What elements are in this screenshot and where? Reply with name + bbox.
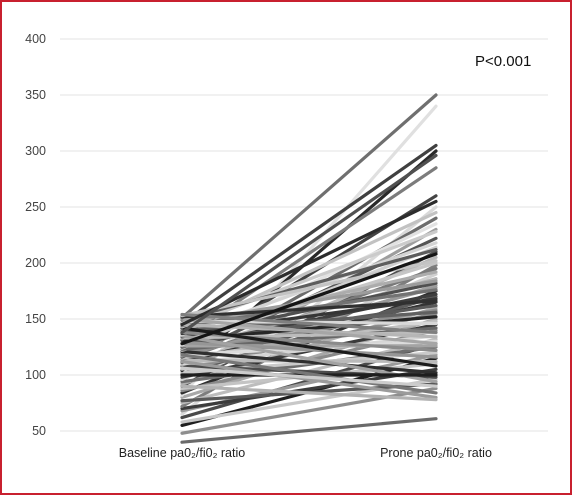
series-line-63 [180, 230, 438, 329]
y-axis-ticks: 50 100 150 200 250 300 350 400 [25, 32, 46, 438]
series-line-80 [180, 384, 438, 402]
series-line-62 [180, 326, 438, 368]
y-tick-label: 50 [32, 424, 46, 438]
series-line-2 [180, 386, 438, 435]
series-line-1 [180, 417, 438, 444]
y-tick-label: 400 [25, 32, 46, 46]
y-tick-label: 200 [25, 256, 46, 270]
series-line-74 [180, 312, 438, 335]
series-line-41 [180, 349, 438, 375]
grid-lines [60, 38, 548, 432]
series-line-82 [180, 366, 438, 388]
y-tick-label: 150 [25, 312, 46, 326]
x-axis-categories: Baseline pa0₂/fi0₂ ratio Prone pa0₂/fi0₂ … [119, 446, 492, 460]
series-line-69 [180, 247, 438, 322]
y-tick-label: 300 [25, 144, 46, 158]
series-line-66 [180, 143, 438, 326]
series-line-72 [180, 299, 438, 319]
y-tick-label: 350 [25, 88, 46, 102]
y-tick-label: 100 [25, 368, 46, 382]
x-category-prone: Prone pa0₂/fi0₂ ratio [380, 446, 492, 460]
series-lines [180, 93, 438, 444]
x-category-baseline: Baseline pa0₂/fi0₂ ratio [119, 446, 245, 460]
series-line-78 [180, 359, 438, 399]
series-line-81 [180, 353, 438, 395]
series-line-76 [180, 153, 438, 335]
y-tick-label: 250 [25, 200, 46, 214]
p-value-annotation: P<0.001 [475, 53, 531, 70]
series-line-71 [180, 93, 438, 320]
series-line-77 [180, 252, 438, 346]
series-line-70 [180, 317, 438, 346]
